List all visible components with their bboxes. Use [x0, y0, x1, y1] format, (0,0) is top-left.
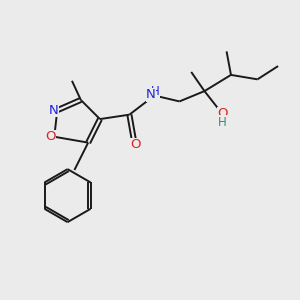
Text: O: O	[45, 130, 56, 143]
Text: O: O	[218, 107, 228, 120]
Text: H: H	[151, 85, 159, 98]
Text: O: O	[130, 139, 140, 152]
Text: N: N	[146, 88, 156, 101]
Text: N: N	[49, 104, 58, 117]
Text: H: H	[218, 116, 227, 128]
